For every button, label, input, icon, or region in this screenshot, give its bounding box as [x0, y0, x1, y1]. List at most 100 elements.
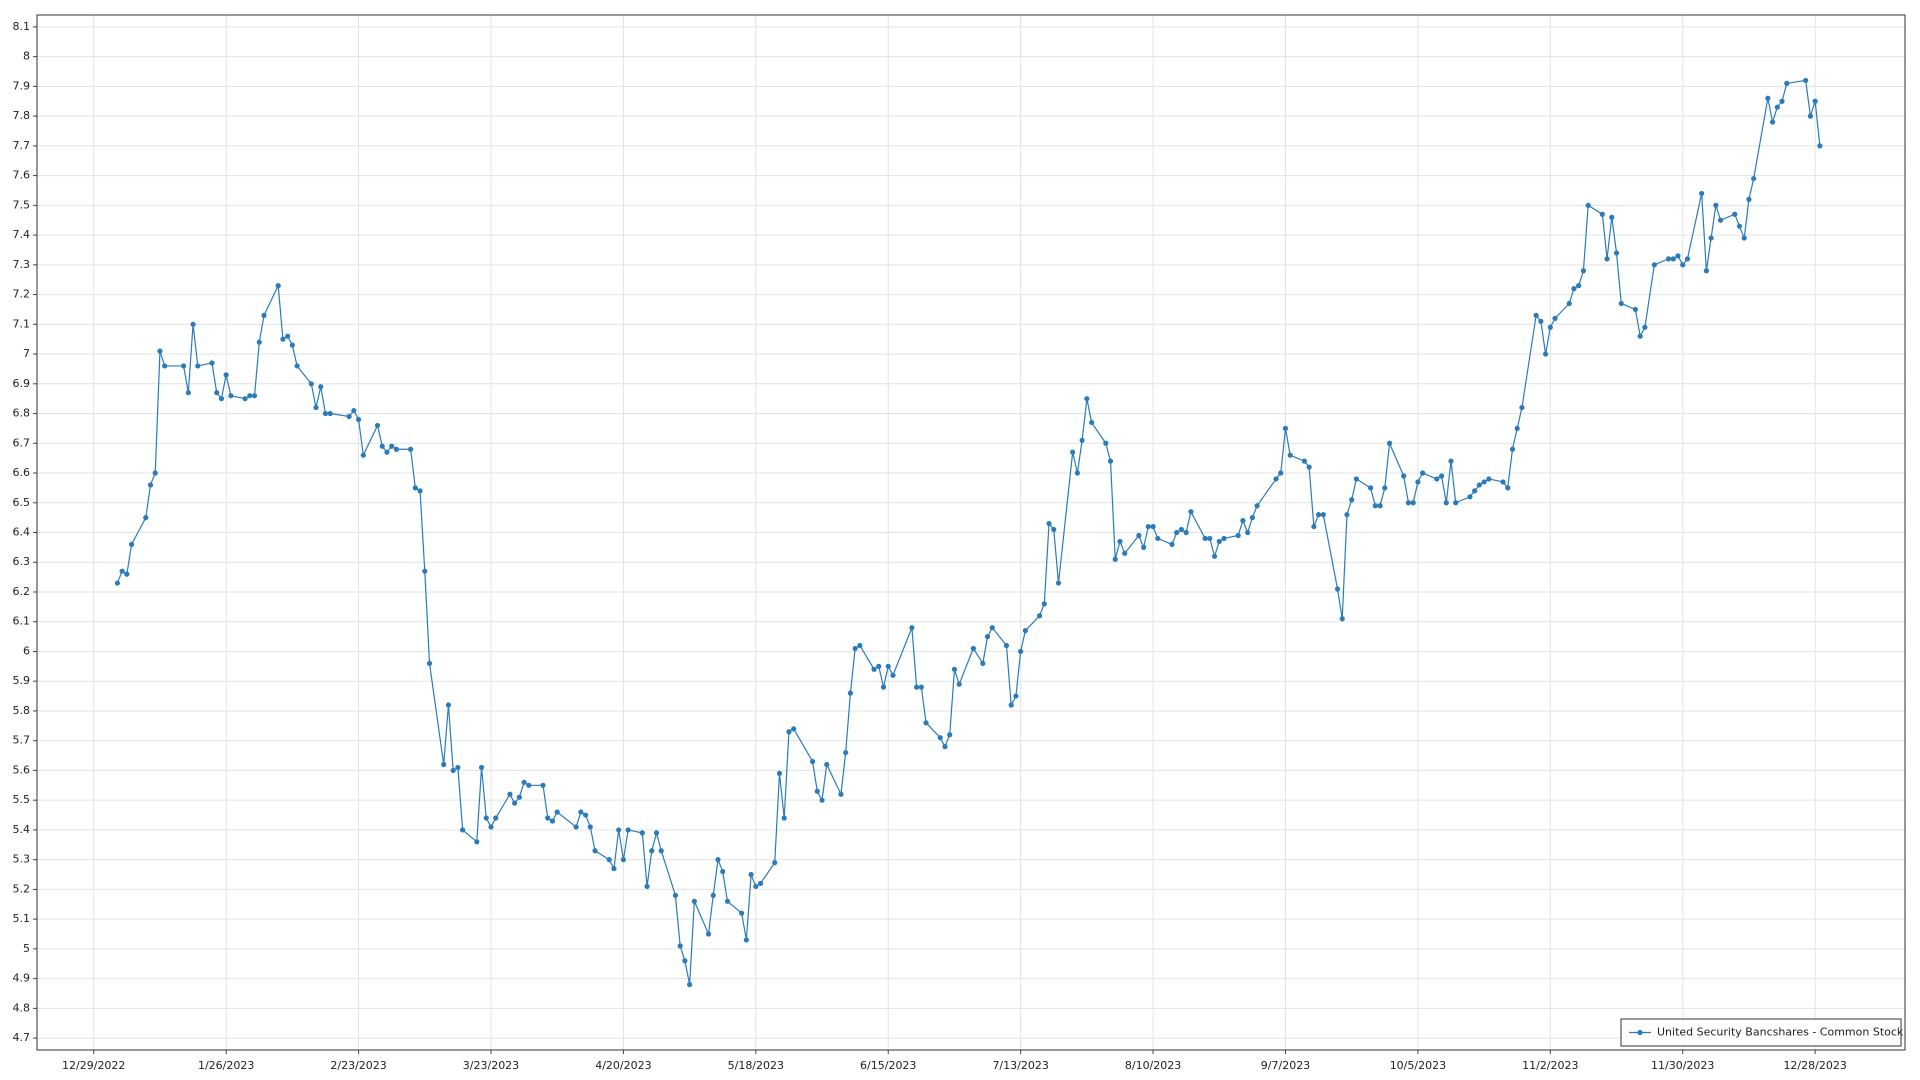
data-point	[909, 625, 915, 631]
data-point	[1287, 452, 1293, 458]
data-point	[1467, 494, 1473, 500]
data-point	[327, 410, 333, 417]
y-tick-label: 6.6	[13, 466, 31, 479]
data-point	[710, 892, 716, 898]
data-point	[1036, 613, 1043, 619]
data-point	[838, 791, 844, 797]
data-point	[512, 800, 518, 806]
data-point	[247, 393, 253, 399]
data-point	[1703, 268, 1709, 274]
data-point	[1188, 509, 1194, 515]
data-point	[1410, 500, 1416, 506]
data-point	[1812, 98, 1818, 104]
data-point	[1107, 458, 1114, 464]
x-tick-label: 3/23/2023	[463, 1059, 519, 1072]
data-point	[691, 898, 697, 904]
data-point	[947, 732, 953, 738]
y-tick-label: 7.6	[13, 169, 31, 182]
data-point	[739, 910, 745, 916]
data-point	[914, 684, 920, 690]
y-tick-label: 5.5	[13, 793, 31, 806]
data-point	[1003, 642, 1010, 649]
data-point	[1580, 268, 1587, 274]
data-point	[1112, 556, 1118, 562]
data-point	[280, 336, 286, 342]
data-point	[417, 488, 423, 494]
y-tick-label: 7.1	[13, 317, 31, 330]
data-point	[389, 443, 395, 449]
data-point	[1013, 693, 1019, 699]
data-point	[857, 642, 863, 649]
data-point	[223, 372, 229, 378]
data-point	[483, 815, 489, 821]
data-point	[644, 883, 650, 890]
data-point	[1817, 143, 1823, 149]
data-point	[526, 782, 532, 788]
data-point	[285, 333, 291, 339]
data-point	[687, 981, 693, 988]
data-point	[441, 761, 447, 768]
data-point	[1609, 214, 1615, 220]
y-tick-label: 5	[23, 942, 30, 955]
data-point	[128, 541, 135, 547]
y-tick-label: 7.5	[13, 198, 31, 211]
data-point	[162, 363, 168, 369]
data-point	[1434, 476, 1440, 482]
data-point	[1055, 580, 1062, 586]
data-point	[890, 672, 896, 678]
data-point	[251, 393, 258, 399]
legend-label: United Security Bancshares - Common Stoc…	[1657, 1026, 1904, 1039]
data-point	[214, 390, 220, 396]
x-tick-label: 6/15/2023	[860, 1059, 916, 1072]
data-point	[374, 422, 381, 429]
data-point	[1382, 485, 1388, 491]
data-point	[384, 449, 390, 455]
data-point	[880, 684, 887, 690]
data-point	[540, 782, 546, 788]
data-point	[1169, 541, 1175, 547]
y-tick-label: 7	[23, 347, 30, 360]
data-point	[1174, 529, 1180, 536]
data-point	[876, 663, 882, 669]
data-point	[1774, 104, 1780, 110]
data-point	[1046, 520, 1052, 527]
data-point	[1665, 256, 1672, 262]
data-point	[989, 625, 995, 631]
data-point	[455, 764, 461, 771]
data-point	[360, 452, 366, 458]
data-point	[1779, 98, 1785, 104]
data-point	[1339, 616, 1345, 622]
data-point	[1542, 351, 1549, 357]
y-tick-label: 5.8	[13, 704, 31, 717]
data-point	[781, 815, 787, 821]
data-point	[1741, 235, 1747, 241]
y-tick-label: 6.7	[13, 436, 31, 449]
data-point	[1803, 77, 1809, 84]
data-point	[1509, 446, 1516, 452]
data-point	[1500, 479, 1506, 485]
data-point	[1420, 470, 1426, 476]
data-point	[1576, 283, 1582, 289]
data-point	[1443, 500, 1449, 506]
data-point	[1074, 470, 1081, 476]
data-point	[1306, 464, 1312, 470]
data-point	[1448, 458, 1454, 464]
y-tick-label: 6.2	[13, 585, 31, 598]
data-point	[1514, 425, 1520, 432]
data-point	[478, 764, 485, 771]
data-point	[852, 645, 858, 652]
data-point	[1320, 512, 1326, 518]
legend-marker	[1637, 1029, 1643, 1036]
data-point	[181, 363, 187, 369]
data-point	[786, 729, 792, 735]
data-point	[1022, 628, 1028, 634]
data-point	[918, 684, 924, 690]
data-point	[573, 824, 579, 830]
data-point	[606, 857, 612, 863]
data-point	[791, 726, 797, 732]
data-point	[1084, 396, 1090, 402]
data-point	[1566, 300, 1572, 307]
y-tick-label: 7.7	[13, 139, 31, 152]
data-point	[1746, 196, 1752, 202]
data-point	[157, 348, 163, 354]
